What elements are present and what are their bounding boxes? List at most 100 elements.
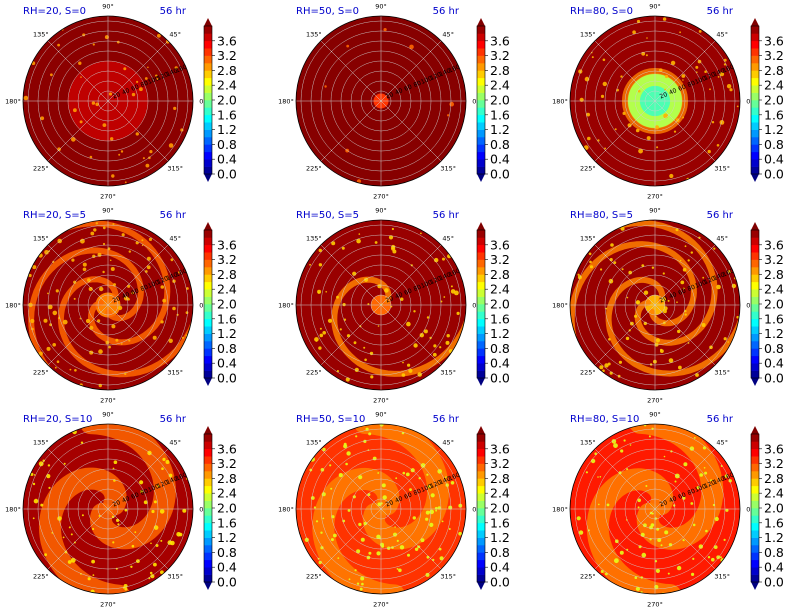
colorbar-segment — [477, 92, 485, 101]
field-speckle — [725, 508, 729, 512]
radial-tick-label: 120 — [429, 71, 442, 82]
field-speckle — [679, 259, 682, 262]
colorbar-segment — [751, 326, 759, 334]
radial-tick-label: 20 — [659, 295, 669, 304]
radial-tick-label: 120 — [703, 71, 716, 82]
field-speckle — [117, 523, 120, 526]
angular-gridline — [380, 40, 442, 102]
colorbar-segment — [477, 77, 485, 86]
field-speckle — [443, 296, 446, 298]
radial-tick-label: 40 — [668, 495, 678, 504]
polar-outline — [569, 423, 741, 595]
colorbar-extend-top — [477, 222, 485, 230]
colorbar-tick-label: 3.6 — [490, 33, 510, 48]
panel-title: RH=80, S=0 — [570, 6, 633, 17]
colorbar-tick-label: 0.4 — [490, 152, 510, 167]
angle-tick-label: 270° — [100, 397, 116, 405]
colorbar-segment — [477, 485, 485, 494]
colorbar-segment — [751, 259, 759, 268]
radial-tick-label: 100 — [147, 75, 160, 86]
angle-tick-label: 135° — [580, 438, 596, 446]
field-speckle — [622, 111, 626, 115]
colorbar-tick-label: 2.4 — [490, 282, 510, 297]
time-label: 56 hr — [433, 6, 460, 17]
radial-tick-label: 40 — [394, 87, 404, 96]
colorbar-segment — [204, 500, 212, 509]
field-speckle — [313, 506, 316, 509]
colorbar-tick-label: 1.2 — [490, 530, 510, 545]
colorbar-extend-top — [204, 222, 212, 230]
field-speckle — [579, 97, 584, 102]
field-speckle — [649, 363, 653, 366]
colorbar-segment — [477, 144, 485, 153]
field-speckle — [44, 553, 47, 557]
colorbar-segment — [751, 166, 759, 175]
field-speckle — [434, 257, 439, 263]
colorbar-segment — [477, 515, 485, 524]
field-speckle — [684, 313, 687, 316]
colorbar-tick-label: 1.2 — [764, 122, 784, 137]
colorbar-segment — [751, 26, 759, 34]
field-speckle — [655, 568, 661, 574]
angle-tick-label: 270° — [647, 397, 663, 405]
field-speckle — [50, 73, 53, 77]
field-speckle — [383, 28, 387, 32]
field-speckle — [153, 500, 157, 504]
field-speckle — [409, 488, 412, 491]
colorbar-segment — [204, 522, 212, 531]
field-speckle — [393, 532, 397, 537]
field-speckle — [89, 325, 94, 330]
field-speckle — [614, 128, 617, 131]
field-speckle — [89, 155, 93, 159]
field-speckle — [68, 526, 71, 529]
field-speckle — [423, 329, 428, 334]
field-speckle — [398, 568, 402, 573]
colorbar-extend-bottom — [204, 174, 212, 182]
angle-tick-label: 315° — [714, 369, 730, 377]
colorbar-segment — [751, 463, 759, 472]
field-speckle — [356, 549, 361, 554]
field-speckle — [55, 289, 59, 293]
field-speckle — [408, 368, 413, 373]
colorbar-tick-label: 3.2 — [217, 48, 237, 63]
colorbar-extend-bottom — [751, 174, 759, 182]
field-speckle — [174, 66, 178, 70]
field-speckle — [324, 85, 327, 88]
colorbar-extend-bottom — [477, 378, 485, 386]
colorbar-segment — [477, 545, 485, 553]
colorbar-segment — [477, 129, 485, 138]
colorbar-tick-label: 0.0 — [217, 167, 237, 182]
field-speckle — [318, 248, 322, 253]
colorbar-segment — [751, 471, 759, 479]
colorbar-segment — [204, 63, 212, 71]
radial-tick-label: 20 — [659, 91, 669, 100]
field-speckle — [128, 250, 131, 253]
field-speckle — [586, 112, 590, 117]
colorbar-tick-label: 2.8 — [490, 63, 510, 78]
radial-tick-label: 140 — [438, 475, 451, 486]
field-speckle — [728, 270, 731, 274]
field-speckle — [406, 321, 411, 327]
field-speckle — [381, 545, 384, 548]
field-speckle — [141, 244, 144, 247]
spiral-band — [605, 276, 740, 377]
field-speckle — [433, 344, 437, 348]
colorbar-tick-label: 1.6 — [490, 515, 510, 530]
field-speckle — [337, 557, 340, 559]
field-speckle — [604, 363, 609, 368]
colorbar-tick-label: 2.4 — [764, 282, 784, 297]
field-speckle — [723, 337, 727, 341]
field-speckle — [628, 270, 632, 275]
field-speckle — [692, 557, 695, 561]
field-speckle — [78, 61, 82, 65]
field-speckle — [391, 227, 394, 231]
field-speckle — [85, 318, 91, 324]
angle-tick-label: 225° — [306, 165, 322, 173]
colorbar-tick-label: 1.6 — [217, 515, 237, 530]
field-speckle — [409, 44, 414, 50]
colorbar-segment — [204, 348, 212, 357]
colorbar-segment — [751, 63, 759, 71]
field-speckle — [111, 174, 115, 178]
field-speckle — [155, 74, 158, 78]
